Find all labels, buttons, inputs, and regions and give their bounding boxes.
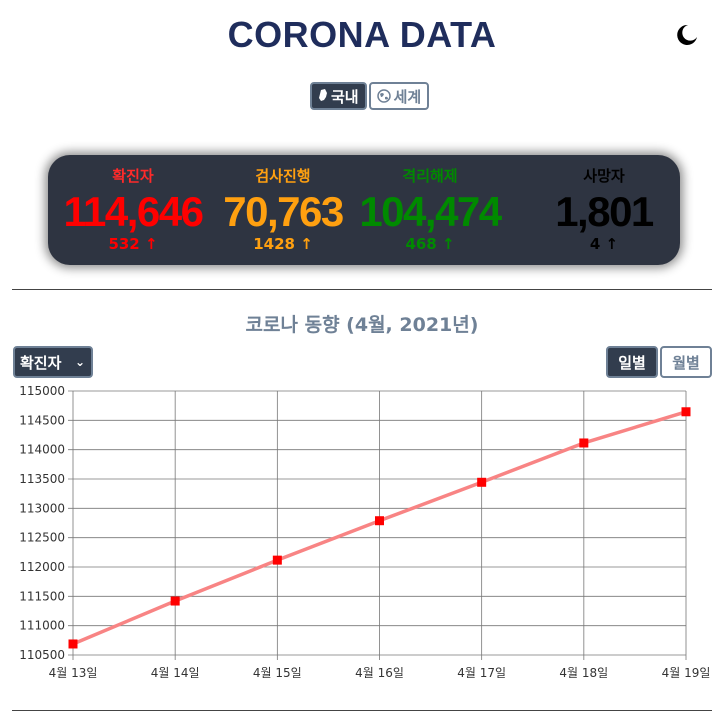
metric-select-value: 확진자 [20, 353, 62, 372]
x-tick-label: 4월 19일 [662, 666, 711, 680]
up-arrow-icon: ↑ [300, 235, 313, 253]
up-arrow-icon: ↑ [605, 235, 619, 253]
global-label: 세계 [393, 87, 422, 106]
korea-map-icon [319, 89, 327, 101]
y-tick-label: 112500 [19, 531, 65, 545]
x-tick-label: 4월 14일 [151, 666, 200, 680]
metric-select[interactable]: 확진자 ⌄ [13, 346, 93, 378]
region-toggle: 국내 세계 [310, 82, 430, 110]
domestic-label: 국내 [331, 87, 359, 106]
y-tick-label: 115000 [19, 384, 65, 398]
data-point [272, 555, 282, 565]
daily-button[interactable]: 일별 [606, 346, 658, 378]
data-point [579, 438, 589, 448]
domestic-button[interactable]: 국내 [310, 82, 367, 110]
x-tick-label: 4월 16일 [355, 666, 404, 680]
stat-label: 검사진행 [255, 167, 311, 185]
trend-title: 코로나 동향 (4월, 2021년) [245, 314, 479, 336]
up-arrow-icon: ↑ [144, 235, 158, 253]
x-tick-label: 4월 13일 [49, 666, 98, 680]
data-point [681, 407, 691, 417]
y-tick-label: 110500 [19, 648, 65, 662]
stat-label: 사망자 [583, 167, 625, 185]
stat-delta: 532 ↑ [53, 235, 213, 253]
stat-value: 104,474 [359, 188, 502, 235]
x-tick-label: 4월 17일 [457, 666, 506, 680]
stat-value: 70,763 [223, 188, 344, 235]
y-tick-label: 114500 [19, 413, 65, 427]
globe-icon [376, 89, 391, 103]
data-point [477, 477, 487, 487]
y-tick-label: 114000 [19, 443, 65, 457]
up-arrow-icon: ↑ [441, 235, 455, 253]
y-tick-label: 113000 [19, 501, 65, 515]
stats-panel: 확진자 114,646 532 ↑ 검사진행 70,763 1428 ↑ 격리해… [48, 155, 680, 265]
x-tick-label: 4월 15일 [253, 666, 302, 680]
divider [12, 289, 712, 290]
stat-delta: 4 ↑ [524, 235, 684, 253]
period-toggle: 일별 월별 [606, 346, 712, 378]
trend-chart: 110500 111000 111500 112000 112500 113000 1135… [19, 384, 711, 680]
divider [12, 710, 712, 711]
stat-delta-value: 1428 [253, 235, 295, 253]
chevron-down-icon: ⌄ [74, 355, 85, 369]
global-button[interactable]: 세계 [368, 82, 430, 110]
monthly-button[interactable]: 월별 [660, 346, 712, 378]
stat-value: 1,801 [555, 188, 654, 235]
stat-delta: 468 ↑ [350, 235, 510, 253]
dark-mode-moon-icon[interactable] [674, 22, 700, 48]
stat-delta-value: 468 [405, 235, 437, 253]
data-point [375, 516, 384, 526]
data-point [68, 639, 78, 649]
x-tick-label: 4월 18일 [559, 666, 608, 680]
stat-delta-value: 4 [589, 235, 601, 253]
stat-label: 확진자 [112, 167, 154, 185]
y-tick-label: 113500 [19, 472, 65, 486]
stat-label: 격리해제 [402, 167, 458, 185]
y-tick-label: 111500 [19, 589, 65, 603]
y-tick-label: 112000 [19, 560, 65, 574]
data-point [170, 596, 180, 606]
y-tick-label: 111000 [19, 619, 65, 633]
page-title: CORONA DATA [227, 14, 497, 55]
stat-value: 114,646 [63, 188, 204, 235]
stat-delta: 1428 ↑ [203, 235, 363, 253]
stat-delta-value: 532 [108, 235, 140, 253]
